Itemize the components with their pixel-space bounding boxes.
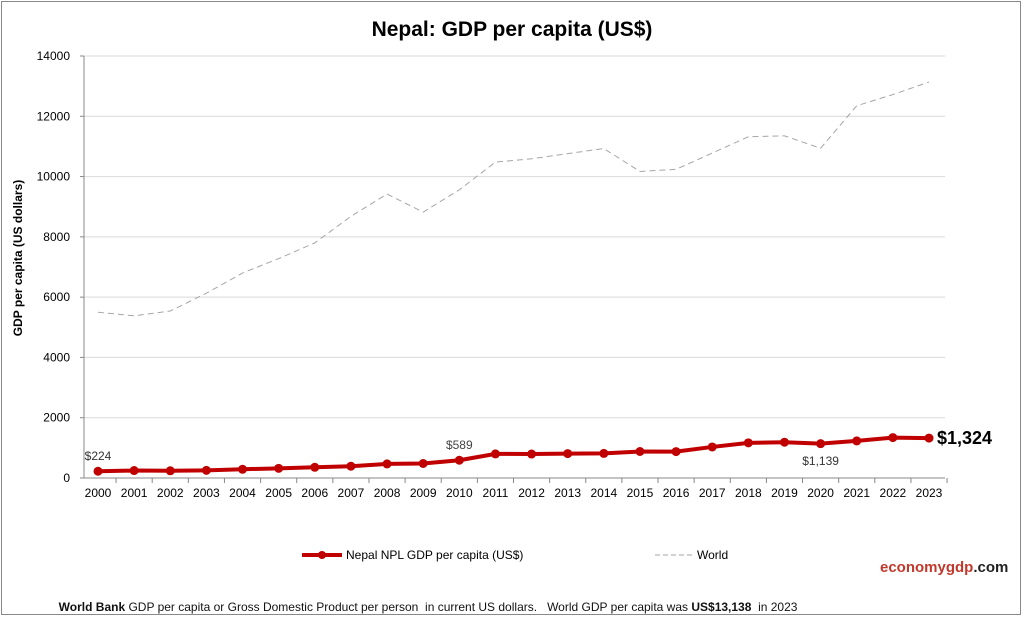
annotation-label: $589 (446, 438, 473, 452)
brand-part1: economygdp (880, 559, 974, 576)
x-tick-label: 2022 (880, 486, 907, 500)
brand-part2: .com (973, 559, 1009, 576)
nepal-data-point (201, 465, 211, 475)
brand-logo: economygdp.com (880, 559, 1008, 576)
x-tick-label: 2023 (916, 486, 943, 500)
nepal-data-point (635, 447, 645, 457)
x-tick-label: 2016 (663, 486, 690, 500)
x-tick-label: 2002 (157, 486, 184, 500)
x-tick-label: 2015 (627, 486, 654, 500)
y-tick-label: 2000 (43, 411, 70, 425)
x-tick-label: 2001 (121, 486, 148, 500)
x-tick-label: 2020 (807, 486, 834, 500)
legend-nepal-label: Nepal NPL GDP per capita (US$) (346, 548, 523, 562)
footer-text2: in 2023 (751, 600, 798, 614)
x-tick-label: 2009 (410, 486, 437, 500)
nepal-data-point (671, 447, 681, 457)
nepal-data-point (527, 449, 537, 459)
x-tick-label: 2013 (554, 486, 581, 500)
nepal-data-point (310, 462, 320, 472)
nepal-data-point (238, 464, 248, 474)
nepal-data-point (743, 438, 753, 448)
nepal-data-point (93, 466, 103, 476)
nepal-data-point (563, 449, 573, 459)
x-tick-label: 2018 (735, 486, 762, 500)
y-axis-label: GDP per capita (US dollars) (11, 180, 25, 337)
legend-nepal-marker (318, 551, 326, 559)
legend-world-label: World (697, 548, 728, 562)
nepal-data-point (129, 466, 139, 476)
y-tick-label: 6000 (43, 290, 70, 304)
footer-text1: GDP per capita or Gross Domestic Product… (125, 600, 692, 614)
chart-title: Nepal: GDP per capita (US$) (372, 18, 653, 41)
nepal-data-point (924, 433, 934, 443)
footer-bold2: US$13,138 (691, 600, 752, 614)
y-tick-label: 14000 (37, 49, 71, 63)
nepal-data-point (165, 466, 175, 476)
x-tick-label: 2017 (699, 486, 726, 500)
x-tick-label: 2021 (843, 486, 870, 500)
nepal-data-point (852, 436, 862, 446)
x-tick-label: 2019 (771, 486, 798, 500)
y-tick-label: 4000 (43, 350, 70, 364)
x-tick-label: 2011 (483, 486, 509, 500)
nepal-data-point (779, 437, 789, 447)
nepal-data-point (707, 442, 717, 452)
x-tick-label: 2008 (374, 486, 401, 500)
nepal-data-point (274, 463, 284, 473)
y-tick-label: 12000 (37, 109, 71, 123)
x-tick-label: 2003 (193, 486, 220, 500)
y-tick-label: 10000 (37, 170, 71, 184)
y-tick-label: 8000 (43, 230, 70, 244)
annotation-label-latest: $1,324 (937, 428, 992, 448)
x-tick-label: 2010 (446, 486, 473, 500)
annotation-label: $1,139 (802, 454, 839, 468)
nepal-data-point (816, 439, 826, 449)
nepal-series-line (97, 435, 930, 474)
x-tick-label: 2014 (590, 486, 617, 500)
nepal-data-point (454, 455, 464, 465)
x-tick-label: 2005 (265, 486, 292, 500)
x-tick-label: 2000 (85, 486, 112, 500)
annotation-label: $224 (85, 449, 112, 463)
nepal-data-point (490, 449, 500, 459)
x-tick-label: 2006 (301, 486, 328, 500)
nepal-data-point (418, 459, 428, 469)
y-tick-label: 0 (63, 471, 70, 485)
x-tick-label: 2012 (518, 486, 545, 500)
nepal-data-point (888, 433, 898, 443)
footer-bold1: World Bank (58, 600, 126, 614)
x-tick-label: 2007 (338, 486, 365, 500)
x-tick-label: 2004 (229, 486, 256, 500)
footer-note: World Bank GDP per capita or Gross Domes… (52, 586, 798, 618)
nepal-data-point (346, 461, 356, 471)
nepal-data-point (382, 459, 392, 469)
nepal-data-point (599, 448, 609, 458)
world-series-line (97, 81, 930, 317)
